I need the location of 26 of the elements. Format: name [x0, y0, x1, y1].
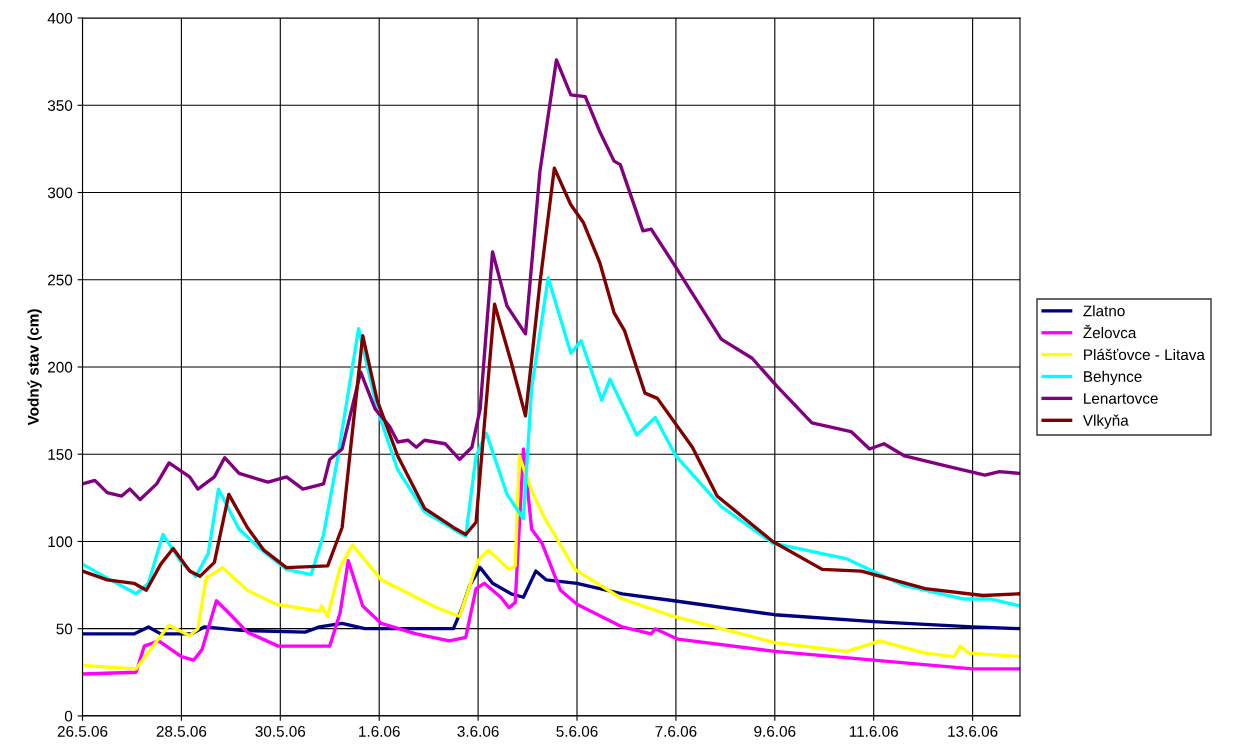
y-axis-title: Vodný stav (cm) — [27, 309, 42, 426]
y-tick-label: 100 — [48, 536, 73, 548]
x-tick-label: 3.6.06 — [457, 726, 499, 737]
y-tick-label: 200 — [48, 361, 73, 373]
legend-label: Zlatno — [1083, 305, 1125, 317]
x-tick-label: 26.5.06 — [57, 726, 108, 737]
y-tick-label: 50 — [56, 623, 73, 635]
x-tick-label: 11.6.06 — [849, 726, 898, 737]
x-tick-label: 28.5.06 — [156, 726, 207, 737]
x-tick-label: 30.5.06 — [255, 726, 306, 737]
x-tick-label: 13.6.06 — [948, 726, 998, 737]
y-tick-label: 400 — [47, 12, 73, 24]
legend-label: Želovca — [1083, 324, 1137, 339]
y-tick-label: 350 — [47, 100, 73, 111]
y-tick-label: 150 — [48, 449, 73, 460]
legend-label: Behynce — [1084, 370, 1142, 386]
legend-label: Plášťovce - Litava — [1084, 348, 1205, 361]
y-tick-label: 0 — [64, 710, 73, 722]
legend-label: Vlkyňa — [1082, 414, 1129, 429]
x-tick-label: 9.6.06 — [754, 726, 796, 737]
x-tick-label: 5.6.06 — [556, 726, 598, 737]
y-tick-label: 250 — [48, 274, 73, 286]
y-tick-label: 300 — [47, 187, 73, 199]
legend-label: Lenartovce — [1084, 393, 1158, 404]
x-tick-label: 1.6.06 — [359, 726, 400, 737]
x-tick-label: 7.6.06 — [655, 726, 697, 737]
